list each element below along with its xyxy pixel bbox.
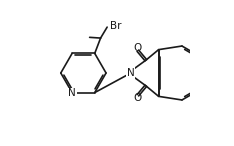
Text: Br: Br [110, 21, 121, 31]
Text: O: O [133, 93, 141, 103]
Text: N: N [127, 68, 135, 78]
Text: N: N [68, 88, 76, 98]
Text: O: O [133, 43, 141, 53]
